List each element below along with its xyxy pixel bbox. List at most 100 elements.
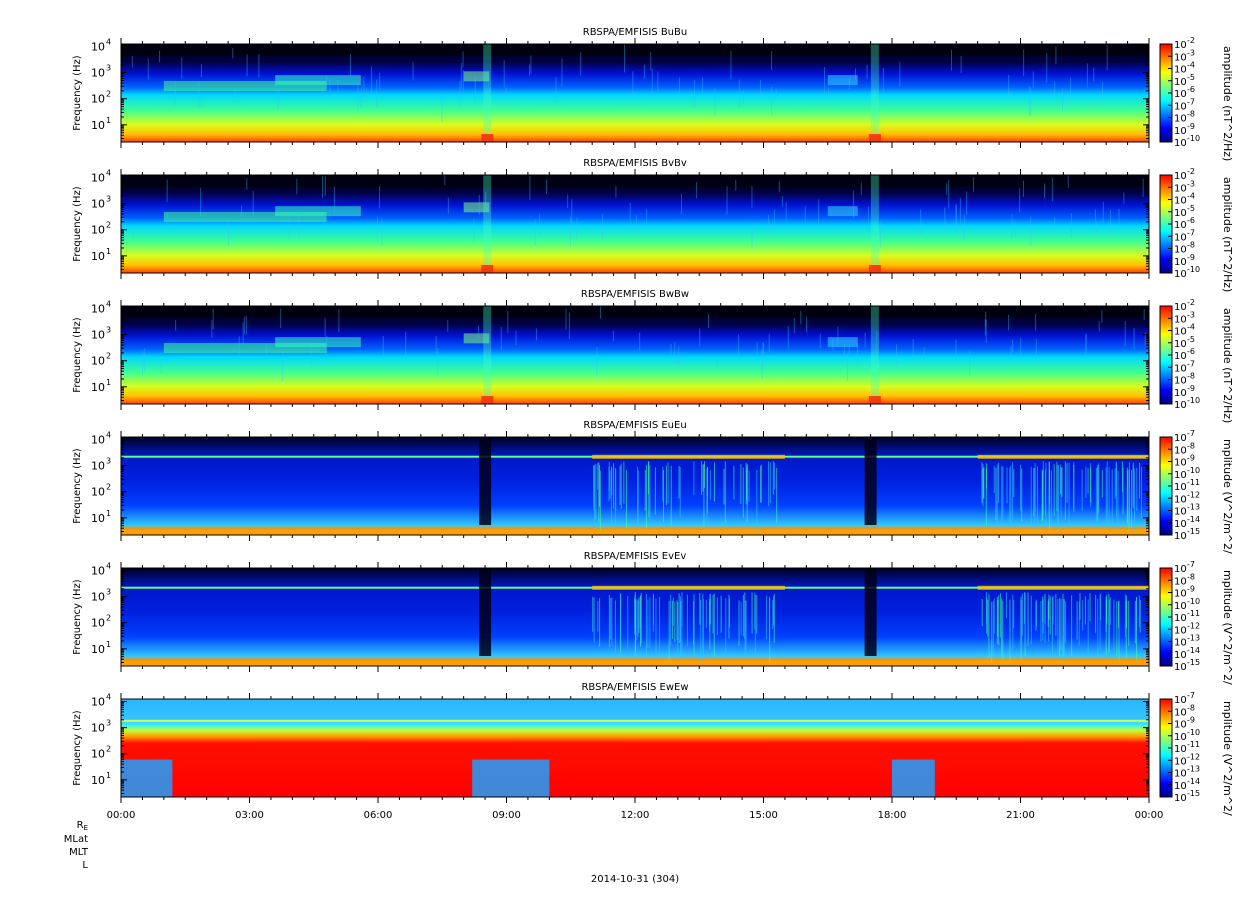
colorbar-tick-exponent: -8 (1187, 110, 1195, 119)
spectral-streak (1032, 71, 1034, 89)
broadband-streak (1095, 467, 1097, 529)
broadband-streak (610, 598, 612, 640)
y-tick-label: 10 (91, 643, 105, 656)
broadband-streak (756, 470, 758, 534)
colorbar-tick-exponent: -4 (1187, 61, 1195, 70)
broadband-streak (1012, 594, 1014, 652)
spectral-streak (960, 55, 962, 74)
spectral-streak (1055, 46, 1057, 64)
broadband-streak (706, 466, 708, 514)
y-tick-label: 10 (91, 198, 105, 211)
spectral-streak (460, 63, 462, 90)
broadband-streak (620, 593, 622, 647)
colorbar-tick-label: 10 (1174, 302, 1187, 313)
broadband-streak (1084, 596, 1086, 625)
broadband-streak (1056, 461, 1058, 512)
broadband-streak (996, 464, 998, 524)
colorbar-tick-exponent: -12 (1187, 752, 1200, 761)
spectral-streak (580, 52, 582, 76)
ephemeris-l-label: L (82, 860, 88, 871)
spectrogram-image (121, 44, 1149, 142)
colorbar-tick-exponent: -11 (1187, 478, 1200, 487)
spectral-streak (147, 58, 149, 80)
spectral-streak (837, 326, 839, 346)
colorbar-tick-exponent: -2 (1187, 298, 1195, 307)
broadband-streak (746, 464, 748, 506)
spectral-streak (650, 52, 652, 71)
colorbar-tick-exponent: -10 (1187, 597, 1200, 606)
colorbar-tick-exponent: -7 (1187, 429, 1195, 438)
spectral-streak (717, 353, 719, 370)
broadband-streak (1042, 600, 1044, 641)
spectral-streak (1062, 88, 1064, 113)
colorbar-tick-label: 10 (1174, 138, 1187, 149)
spectral-streak (876, 331, 878, 354)
broadband-streak (1116, 600, 1118, 656)
broadband-streak (1122, 467, 1124, 515)
x-tick-label: 15:00 (749, 810, 778, 821)
spectral-streak (651, 68, 653, 93)
broadband-streak (637, 466, 639, 529)
colorbar-tick-label: 10 (1174, 793, 1187, 804)
spectral-streak (326, 335, 328, 358)
y-tick-exponent: 3 (106, 457, 111, 466)
broadband-streak (1125, 600, 1127, 659)
broadband-streak (1087, 468, 1089, 494)
gyro-line (121, 719, 1149, 722)
spectral-streak (763, 343, 765, 354)
broadband-streak (670, 594, 672, 646)
broadband-streak (611, 597, 613, 647)
broadband-streak (693, 461, 695, 496)
broadband-streak (1126, 467, 1128, 523)
broadband-streak (982, 468, 984, 498)
y-tick-label: 10 (91, 434, 105, 447)
spectral-streak (298, 212, 300, 238)
broadband-streak (681, 599, 683, 658)
spectral-streak (985, 319, 987, 343)
broadband-streak (1045, 462, 1047, 525)
x-tick-label: 18:00 (878, 810, 907, 821)
broadband-streak (639, 596, 641, 628)
broadband-streak (699, 593, 701, 625)
spectral-streak (1007, 314, 1009, 331)
y-tick-exponent: 2 (106, 90, 111, 99)
broadband-streak (1049, 470, 1051, 530)
broadband-streak (1001, 598, 1003, 656)
broadband-streak (712, 594, 714, 634)
broadband-streak (1013, 469, 1015, 498)
broadband-streak (627, 595, 629, 649)
colorbar-tick-exponent: -3 (1187, 179, 1195, 188)
x-tick-label: 03:00 (235, 810, 264, 821)
broadband-streak (754, 594, 756, 655)
hiss-band (463, 333, 490, 344)
broadband-streak (640, 592, 642, 644)
spectral-streak (121, 89, 123, 105)
broadband-streak (670, 465, 672, 526)
quiet-interval (892, 759, 935, 797)
colorbar-tick-exponent: -14 (1187, 515, 1200, 524)
chorus-band (592, 585, 785, 590)
spectrogram-background (121, 175, 1149, 273)
colorbar-tick-exponent: -7 (1187, 359, 1195, 368)
spectral-streak (879, 221, 881, 248)
hiss-band (463, 202, 490, 213)
broadband-streak (1024, 593, 1026, 656)
spectral-streak (773, 209, 775, 231)
broadband-streak (740, 464, 742, 504)
panel-title: RBSPA/EMFISIS BwBw (581, 289, 689, 300)
spectral-streak (946, 183, 948, 195)
broadband-streak (1128, 462, 1130, 519)
colorbar-tick-label: 10 (1174, 65, 1187, 76)
spectral-streak (405, 331, 407, 359)
colorbar-tick-exponent: -13 (1187, 503, 1200, 512)
spectral-streak (702, 77, 704, 93)
broadband-streak (1116, 462, 1118, 518)
y-tick-exponent: 1 (106, 247, 111, 256)
colorbar-tick-exponent: -11 (1187, 609, 1200, 618)
y-tick-exponent: 2 (106, 483, 111, 492)
broadband-streak (725, 598, 727, 657)
spectral-streak (500, 327, 502, 350)
